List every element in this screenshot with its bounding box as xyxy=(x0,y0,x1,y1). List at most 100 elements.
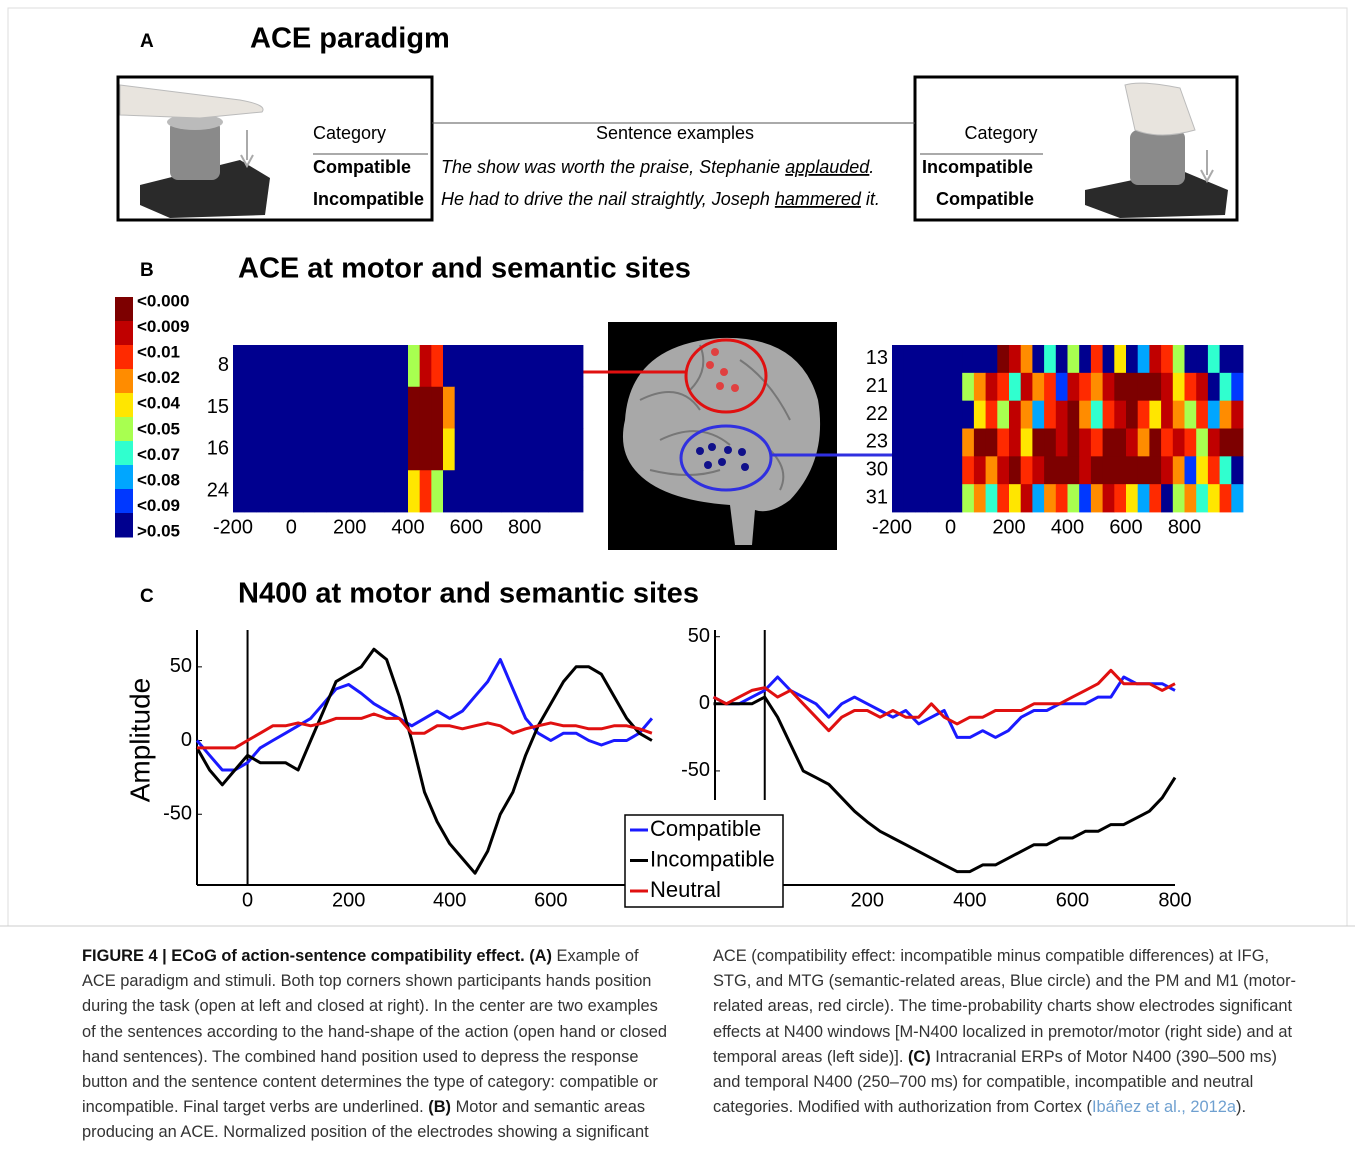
heatmap-cell xyxy=(1137,456,1150,485)
citation-link[interactable]: Ibáñez et al., 2012a xyxy=(1091,1098,1236,1117)
category: Compatible xyxy=(313,157,411,177)
heatmap-cell xyxy=(279,428,292,471)
colorbar-swatch xyxy=(115,369,133,394)
heatmap-cell xyxy=(559,386,572,429)
heatmap-cell xyxy=(1032,428,1045,457)
heatmap-cell xyxy=(1219,456,1232,485)
heatmap-cell xyxy=(1090,484,1103,513)
heatmap-cell xyxy=(973,428,986,457)
heatmap-cell xyxy=(524,470,537,513)
heatmap-cell xyxy=(1009,456,1022,485)
heatmap-cell xyxy=(938,372,951,402)
heatmap-cell xyxy=(419,428,432,471)
heatmap-cell xyxy=(1172,484,1185,513)
heatmap-cell xyxy=(950,456,963,485)
caption-text: ). xyxy=(1235,1098,1246,1117)
heatmap-cell xyxy=(892,400,905,429)
heatmap-cell xyxy=(1032,372,1045,402)
heatmap-cell xyxy=(950,345,963,374)
heatmap-cell xyxy=(373,428,386,471)
heatmap-cell xyxy=(384,428,397,471)
heatmap-cell xyxy=(268,345,281,388)
heatmap-cell xyxy=(1055,428,1068,457)
heatmap-cell xyxy=(326,470,339,513)
heatmap-cell xyxy=(1102,345,1115,374)
heatmap-cell xyxy=(1079,484,1092,513)
row-label: 8 xyxy=(218,354,229,376)
heatmap-cell xyxy=(1055,400,1068,429)
heatmap-cell xyxy=(431,386,444,429)
heatmap-cell xyxy=(1079,456,1092,485)
heatmap-cell xyxy=(927,484,940,513)
heatmap-cell xyxy=(314,386,327,429)
heatmap-cell xyxy=(1149,345,1162,374)
heatmap-cell xyxy=(927,428,940,457)
panel-label: A xyxy=(140,31,154,52)
x-tick-label: 800 xyxy=(1158,889,1191,911)
legend-label: Neutral xyxy=(650,877,721,902)
heatmap-cell xyxy=(314,345,327,388)
heatmap-cell xyxy=(1137,345,1150,374)
heatmap-cell xyxy=(892,456,905,485)
caption-text: Intracranial ERPs of Motor N400 (390–500… xyxy=(713,1047,1277,1117)
charts: 8 15 16 24 -200 0 200 400 600 800 13 21 22 23 30 31 -200… xyxy=(163,345,1244,911)
heatmap-cell xyxy=(513,470,526,513)
heatmap-cell xyxy=(559,470,572,513)
y-tick-label: 0 xyxy=(181,729,192,751)
heatmap-cell xyxy=(1102,400,1115,429)
heatmap-cell xyxy=(384,345,397,388)
heatmap-cell xyxy=(396,428,409,471)
category: Incompatible xyxy=(922,157,1033,177)
heatmap-cell xyxy=(408,470,421,513)
heatmap-cell xyxy=(1172,400,1185,429)
heatmap-cell xyxy=(997,372,1010,402)
heatmap-cell xyxy=(1137,484,1150,513)
y-tick-label: 50 xyxy=(170,655,192,677)
heatmap-cell xyxy=(1090,428,1103,457)
heatmap-cell xyxy=(466,470,479,513)
heatmap-cell xyxy=(361,428,374,471)
heatmap-cell xyxy=(268,470,281,513)
heatmap-cell xyxy=(384,470,397,513)
colorbar-label: <0.01 xyxy=(137,343,180,362)
x-tick-label: 600 xyxy=(534,889,567,911)
panel-title: ACE at motor and semantic sites xyxy=(238,253,691,285)
heatmap-cell xyxy=(1149,400,1162,429)
heatmap-cell xyxy=(1079,428,1092,457)
colorbar-swatch xyxy=(115,393,133,418)
heatmap-cell xyxy=(1055,345,1068,374)
heatmap-cell xyxy=(1161,484,1174,513)
heatmap-cell xyxy=(973,372,986,402)
heatmap-cell xyxy=(950,484,963,513)
heatmap-cell xyxy=(938,456,951,485)
heatmap-cell xyxy=(997,484,1010,513)
x-tick-label: 600 xyxy=(450,516,483,538)
x-tick-label: 200 xyxy=(333,516,366,538)
heatmap-cell xyxy=(1067,345,1080,374)
heatmap-cell xyxy=(1126,428,1139,457)
heatmap-cell xyxy=(1149,484,1162,513)
heatmap-cell xyxy=(1032,484,1045,513)
colorbar-swatch xyxy=(115,345,133,370)
heatmap-cell xyxy=(408,386,421,429)
heatmap-cell xyxy=(927,345,940,374)
heatmap-cell xyxy=(373,345,386,388)
heatmap-cell xyxy=(1009,400,1022,429)
heatmap-cell xyxy=(489,470,502,513)
category: Compatible xyxy=(936,189,1034,209)
heatmap-cell xyxy=(1102,484,1115,513)
heatmap-cell xyxy=(338,428,351,471)
heatmap-cell xyxy=(997,345,1010,374)
heatmap-cell xyxy=(927,456,940,485)
heatmap-cell xyxy=(233,470,246,513)
heatmap-cell xyxy=(997,400,1010,429)
heatmap-cell xyxy=(1231,400,1244,429)
heatmap-cell xyxy=(559,428,572,471)
heatmap-cell xyxy=(548,428,561,471)
x-tick-label: 0 xyxy=(242,889,253,911)
heatmap-cell xyxy=(1126,484,1139,513)
y-axis-label: Amplitude xyxy=(124,678,155,803)
heatmap-cell xyxy=(1207,456,1220,485)
heatmap-cell xyxy=(1184,345,1197,374)
row-label: 30 xyxy=(866,459,888,481)
